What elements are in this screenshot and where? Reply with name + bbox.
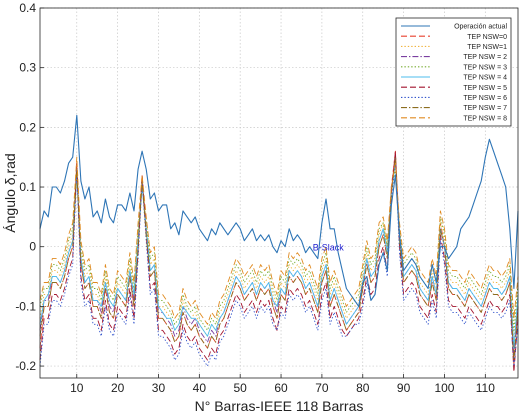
x-tick-label: 90 [397, 381, 411, 395]
legend-label-2: TEP NSW=1 [467, 44, 507, 51]
y-axis-label: Ángulo δ,rad [2, 153, 18, 232]
series-line-9 [39, 156, 519, 325]
x-tick-label: 20 [111, 381, 125, 395]
series-line-6 [39, 150, 519, 373]
x-tick-label: 30 [152, 381, 166, 395]
x-axis-label: N° Barras-IEEE 118 Barras [195, 398, 364, 414]
y-tick-label: 0.4 [19, 1, 36, 15]
x-tick-label: 10 [70, 381, 84, 395]
x-tick-label: 40 [193, 381, 207, 395]
x-tick-label: 100 [434, 381, 454, 395]
series-lines [39, 114, 519, 373]
series-line-0 [39, 114, 519, 307]
y-tick-label: -0.2 [15, 359, 36, 373]
legend-label-1: TEP NSW=0 [467, 34, 507, 41]
y-tick-label: -0.1 [15, 299, 36, 313]
legend-label-3: TEP NSW = 2 [463, 54, 507, 61]
legend-label-7: TEP NSW = 6 [463, 95, 507, 102]
plot-frame [39, 7, 519, 379]
series-line-8 [39, 156, 519, 361]
legend-label-6: TEP NSW = 5 [463, 85, 507, 92]
x-tick-label: 50 [234, 381, 248, 395]
x-tick-label: 60 [274, 381, 288, 395]
legend: Operación actual TEP NSW=0 TEP NSW=1 TEP NS… [395, 17, 512, 127]
x-tick-label: 110 [476, 381, 495, 395]
annotation-label: B-Slack [313, 243, 345, 253]
legend-label-8: TEP NSW = 7 [463, 105, 507, 112]
y-tick-label: 0.2 [19, 120, 36, 134]
y-tick-label: 0 [29, 240, 36, 254]
legend-label-0: Operación actual [454, 24, 507, 31]
x-tick-label: 70 [315, 381, 329, 395]
axis-ticks: 10 20 30 40 50 60 70 80 90 100 110 -0.2 -0.1 0 0.1 0.2 0… [15, 1, 495, 395]
x-tick-label: 80 [356, 381, 370, 395]
series-line-7 [39, 156, 519, 367]
y-tick-label: 0.1 [19, 180, 36, 194]
y-tick-label: 0.3 [19, 61, 36, 75]
legend-label-9: TEP NSW = 8 [463, 115, 507, 122]
legend-label-5: TEP NSW = 4 [463, 75, 507, 82]
annotations: B-Slack [313, 243, 345, 253]
legend-label-4: TEP NSW = 3 [463, 64, 507, 71]
